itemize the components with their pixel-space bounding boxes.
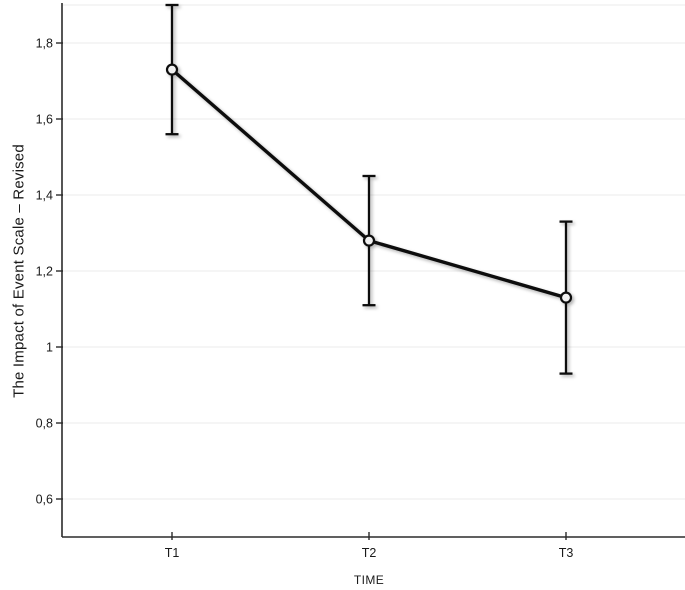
x-tick-label: T3 (559, 546, 574, 560)
data-series (165, 3, 573, 375)
y-tick-label: 1,2 (36, 264, 53, 278)
y-tick-label: 0,8 (36, 416, 53, 430)
y-axis-title: The Impact of Event Scale – Revised (10, 144, 28, 398)
y-tick-label: 1 (46, 340, 53, 354)
data-point-marker (559, 291, 573, 304)
x-tick-label: T1 (165, 546, 180, 560)
y-tick-label: 1,4 (36, 188, 53, 202)
data-point-marker (362, 234, 376, 247)
y-tick-label: 0,6 (36, 492, 53, 506)
y-tick-label: 1,6 (36, 112, 53, 126)
y-tick-label: 1,8 (36, 36, 53, 50)
data-point-marker (165, 63, 179, 76)
x-axis-title: TIME (353, 573, 385, 587)
x-tick-label: T2 (362, 546, 377, 560)
